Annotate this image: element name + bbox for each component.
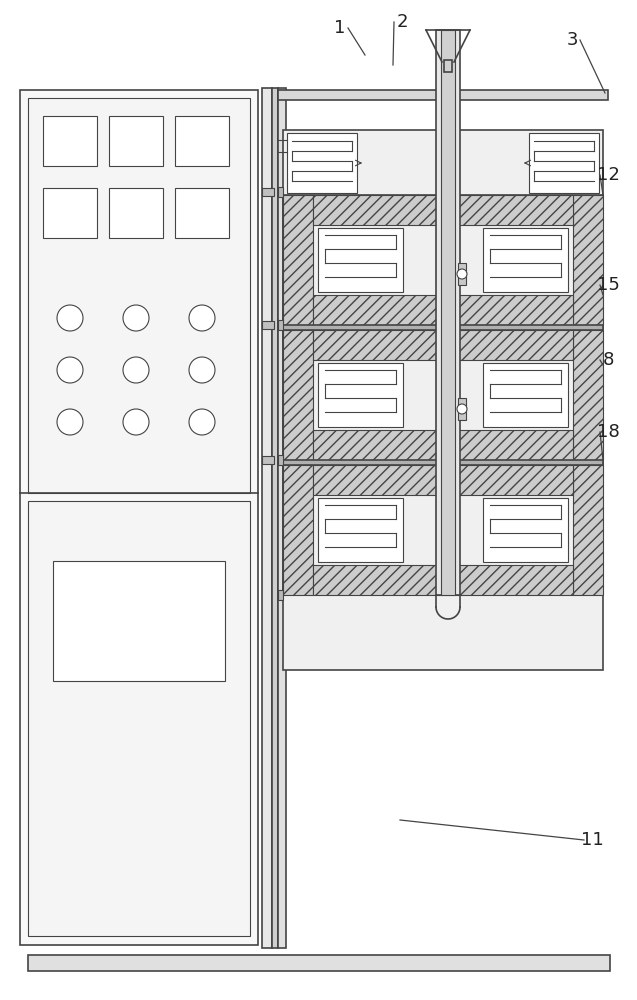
Bar bbox=[28, 98, 250, 493]
Text: 15: 15 bbox=[597, 276, 619, 294]
Bar bbox=[313, 195, 573, 225]
Bar bbox=[278, 90, 608, 100]
Bar bbox=[109, 188, 163, 238]
Bar bbox=[483, 498, 568, 562]
Bar bbox=[458, 398, 466, 420]
Bar bbox=[287, 133, 357, 193]
Circle shape bbox=[57, 305, 83, 331]
Bar bbox=[272, 88, 278, 948]
Text: 11: 11 bbox=[580, 831, 603, 849]
Circle shape bbox=[123, 357, 149, 383]
Text: 8: 8 bbox=[603, 351, 613, 369]
Bar bbox=[283, 195, 313, 325]
Text: 1: 1 bbox=[334, 19, 346, 37]
Bar bbox=[278, 88, 286, 948]
Bar bbox=[573, 330, 603, 460]
Bar bbox=[458, 263, 466, 285]
Bar bbox=[444, 60, 452, 72]
Circle shape bbox=[189, 409, 215, 435]
Bar bbox=[573, 465, 603, 595]
Circle shape bbox=[457, 269, 467, 279]
Bar bbox=[313, 430, 573, 460]
Bar bbox=[313, 330, 573, 360]
Bar bbox=[175, 188, 229, 238]
Bar bbox=[43, 116, 97, 166]
Bar bbox=[483, 363, 568, 427]
Circle shape bbox=[123, 305, 149, 331]
Circle shape bbox=[189, 357, 215, 383]
Bar bbox=[278, 590, 283, 600]
Bar bbox=[573, 195, 603, 325]
Bar bbox=[43, 188, 97, 238]
Bar bbox=[20, 90, 258, 945]
Text: 12: 12 bbox=[597, 166, 619, 184]
Circle shape bbox=[57, 357, 83, 383]
Bar bbox=[262, 321, 274, 329]
Circle shape bbox=[189, 305, 215, 331]
Bar bbox=[283, 460, 603, 466]
Bar bbox=[262, 456, 274, 464]
Circle shape bbox=[457, 404, 467, 414]
Bar bbox=[278, 320, 283, 330]
Bar bbox=[313, 295, 573, 325]
Bar bbox=[318, 498, 403, 562]
Bar bbox=[318, 228, 403, 292]
Bar bbox=[283, 465, 603, 595]
Bar bbox=[53, 561, 225, 681]
Circle shape bbox=[57, 409, 83, 435]
Bar bbox=[278, 187, 283, 197]
Bar bbox=[283, 330, 313, 460]
Bar bbox=[318, 363, 403, 427]
Bar bbox=[262, 88, 272, 948]
Bar bbox=[529, 133, 599, 193]
Bar bbox=[28, 501, 250, 936]
Text: 18: 18 bbox=[597, 423, 619, 441]
Bar bbox=[313, 465, 573, 495]
Bar bbox=[262, 188, 274, 196]
Bar bbox=[278, 455, 283, 465]
Bar bbox=[283, 325, 603, 331]
Bar bbox=[283, 465, 313, 595]
Bar bbox=[109, 116, 163, 166]
Bar bbox=[483, 228, 568, 292]
Bar bbox=[436, 30, 460, 595]
Bar bbox=[441, 30, 455, 595]
Bar bbox=[313, 565, 573, 595]
Bar bbox=[283, 130, 603, 670]
Circle shape bbox=[123, 409, 149, 435]
Bar bbox=[28, 955, 610, 971]
Bar bbox=[283, 195, 603, 325]
Text: 3: 3 bbox=[566, 31, 578, 49]
Bar bbox=[283, 330, 603, 460]
Bar bbox=[175, 116, 229, 166]
Text: 2: 2 bbox=[396, 13, 408, 31]
